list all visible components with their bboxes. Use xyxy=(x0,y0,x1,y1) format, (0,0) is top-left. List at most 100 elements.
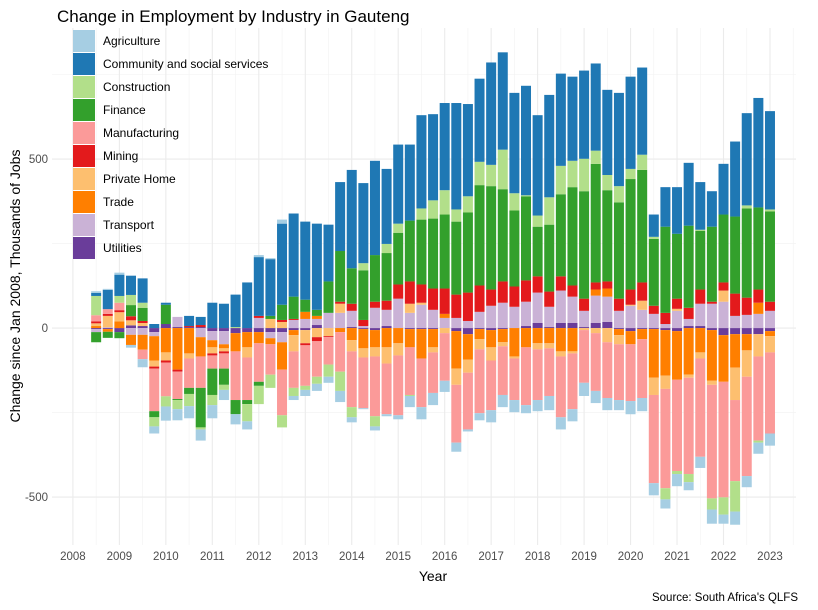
bar-segment-finance-2017.75 xyxy=(521,196,532,281)
bar-segment-construction-2009 xyxy=(114,295,125,303)
bar-segment-trade-2010.25 xyxy=(172,328,183,370)
bar-segment-finance-2015 xyxy=(393,232,404,285)
bar-segment-utilities-2021.5 xyxy=(695,326,706,329)
x-tick-label: 2023 xyxy=(757,551,783,563)
bar-segment-mining-2015.5 xyxy=(416,284,427,303)
bar-segment-private-home-2021 xyxy=(672,308,683,311)
bar-segment-finance-2010.5 xyxy=(184,387,195,394)
x-tick-label: 2020 xyxy=(618,551,644,563)
bar-segment-community-and-social-services-2013.5 xyxy=(323,224,334,282)
bar-segment-manufacturing-2017.5 xyxy=(509,358,520,401)
bar-segment-transport-2008.75 xyxy=(102,327,113,329)
bar-segment-finance-2018.25 xyxy=(544,224,555,292)
bar-segment-manufacturing-2015 xyxy=(393,355,404,416)
bar-segment-utilities-2019.25 xyxy=(590,322,601,329)
bar-segment-manufacturing-2013.25 xyxy=(311,341,322,377)
bar-segment-manufacturing-2015.75 xyxy=(428,352,439,393)
bar-segment-construction-2016.5 xyxy=(462,196,473,213)
bar-segment-construction-2009.25 xyxy=(126,294,137,306)
legend-label: Transport xyxy=(103,218,155,232)
bar-segment-construction-2012.25 xyxy=(265,374,276,388)
bar-segment-mining-2014.5 xyxy=(369,301,380,308)
bar-segment-construction-2022.5 xyxy=(741,205,752,209)
bar-segment-agriculture-2012 xyxy=(253,255,264,258)
bar-segment-construction-2022.75 xyxy=(753,440,764,443)
bar-segment-community-and-social-services-2013.75 xyxy=(335,182,346,252)
bar-segment-finance-2020 xyxy=(625,179,636,290)
bar-segment-private-home-2014.5 xyxy=(369,347,380,357)
bar-segment-finance-2013.75 xyxy=(335,251,346,302)
bar-segment-agriculture-2014.5 xyxy=(369,426,380,431)
bar-segment-mining-2021.5 xyxy=(695,289,706,304)
x-axis-ticks: 2008 2009 2010 2011 2012 2013 2014 2015 2016 2017… xyxy=(60,551,783,563)
bar-segment-transport-2021.75 xyxy=(706,303,717,329)
legend-key-community-and-social-services xyxy=(73,53,95,75)
bar-segment-finance-2022.5 xyxy=(741,208,752,298)
bar-segment-manufacturing-2009 xyxy=(114,302,125,311)
bar-segment-mining-2010 xyxy=(160,360,171,363)
bar-segment-trade-2014.5 xyxy=(369,330,380,348)
bar-segment-trade-2015.75 xyxy=(428,329,439,348)
bar-segment-agriculture-2018 xyxy=(532,400,543,412)
bar-segment-finance-2012.25 xyxy=(265,315,276,319)
bar-segment-agriculture-2017.25 xyxy=(497,394,508,408)
legend-label: Trade xyxy=(103,195,134,209)
bar-segment-finance-2022.25 xyxy=(730,216,741,294)
bar-segment-finance-2018.5 xyxy=(555,194,566,277)
bar-segment-utilities-2009.5 xyxy=(137,326,148,329)
bar-segment-trade-2022 xyxy=(718,335,729,382)
bar-segment-utilities-2020.5 xyxy=(648,328,659,330)
bar-segment-utilities-2021.25 xyxy=(683,326,694,329)
bar-segment-finance-2011 xyxy=(207,368,218,395)
bar-segment-manufacturing-2021.5 xyxy=(695,358,706,457)
legend-label: Finance xyxy=(103,103,146,117)
bar-segment-community-and-social-services-2018.25 xyxy=(544,94,555,198)
bar-segment-agriculture-2009.25 xyxy=(126,344,137,348)
bar-segment-community-and-social-services-2014.75 xyxy=(381,168,392,244)
bar-segment-transport-2017.75 xyxy=(521,301,532,327)
bar-segment-mining-2020.5 xyxy=(648,305,659,314)
bar-segment-construction-2011 xyxy=(207,394,218,406)
bar-segment-mining-2022 xyxy=(718,282,729,291)
bar-segment-private-home-2010.5 xyxy=(184,353,195,359)
bar-segment-utilities-2012.75 xyxy=(288,328,299,331)
bar-segment-transport-2011 xyxy=(207,331,218,341)
legend-label: Manufacturing xyxy=(103,126,179,140)
bar-segment-community-and-social-services-2008.5 xyxy=(91,292,102,296)
bar-segment-utilities-2011.5 xyxy=(230,328,241,334)
bar-segment-finance-2021.75 xyxy=(706,226,717,302)
bar-segment-mining-2013 xyxy=(300,343,311,346)
bar-segment-mining-2014.75 xyxy=(381,300,392,310)
bar-segment-private-home-2012.25 xyxy=(265,318,276,329)
bar-segment-private-home-2019 xyxy=(579,328,590,331)
bar-segment-agriculture-2019 xyxy=(579,382,590,396)
bar-segment-community-and-social-services-2021.75 xyxy=(706,191,717,227)
bar-segment-construction-2016.75 xyxy=(474,161,485,186)
bar-segment-utilities-2019.75 xyxy=(613,328,624,330)
legend-label: Mining xyxy=(103,149,138,163)
bar-segment-transport-2009.5 xyxy=(137,328,148,335)
bar-segment-finance-2020.25 xyxy=(637,169,648,283)
x-tick-label: 2018 xyxy=(525,551,551,563)
bar-segment-agriculture-2009.75 xyxy=(149,426,160,434)
bar-segment-trade-2019.5 xyxy=(602,288,613,297)
bar-segment-mining-2010.25 xyxy=(172,369,183,372)
bar-segment-trade-2018.25 xyxy=(544,328,555,344)
legend-label: Utilities xyxy=(103,241,142,255)
bar-segment-manufacturing-2020.75 xyxy=(660,388,671,489)
bar-segment-agriculture-2016 xyxy=(439,380,450,392)
bar-segment-trade-2012 xyxy=(253,332,264,344)
bar-segment-trade-2017.5 xyxy=(509,328,520,357)
bar-segment-trade-2012.75 xyxy=(288,330,299,336)
bar-segment-trade-2017 xyxy=(486,330,497,348)
bar-segment-transport-2009.75 xyxy=(149,332,160,337)
bar-segment-private-home-2016 xyxy=(439,328,450,334)
bar-segment-manufacturing-2019 xyxy=(579,330,590,383)
bar-segment-finance-2010.25 xyxy=(172,399,183,401)
bar-segment-finance-2010 xyxy=(160,304,171,325)
bar-segment-manufacturing-2012 xyxy=(253,343,264,382)
bar-segment-agriculture-2012.75 xyxy=(288,395,299,401)
bar-segment-finance-2017.5 xyxy=(509,210,520,287)
y-tick-label: 0 xyxy=(42,323,48,335)
bar-segment-transport-2015.25 xyxy=(404,312,415,329)
